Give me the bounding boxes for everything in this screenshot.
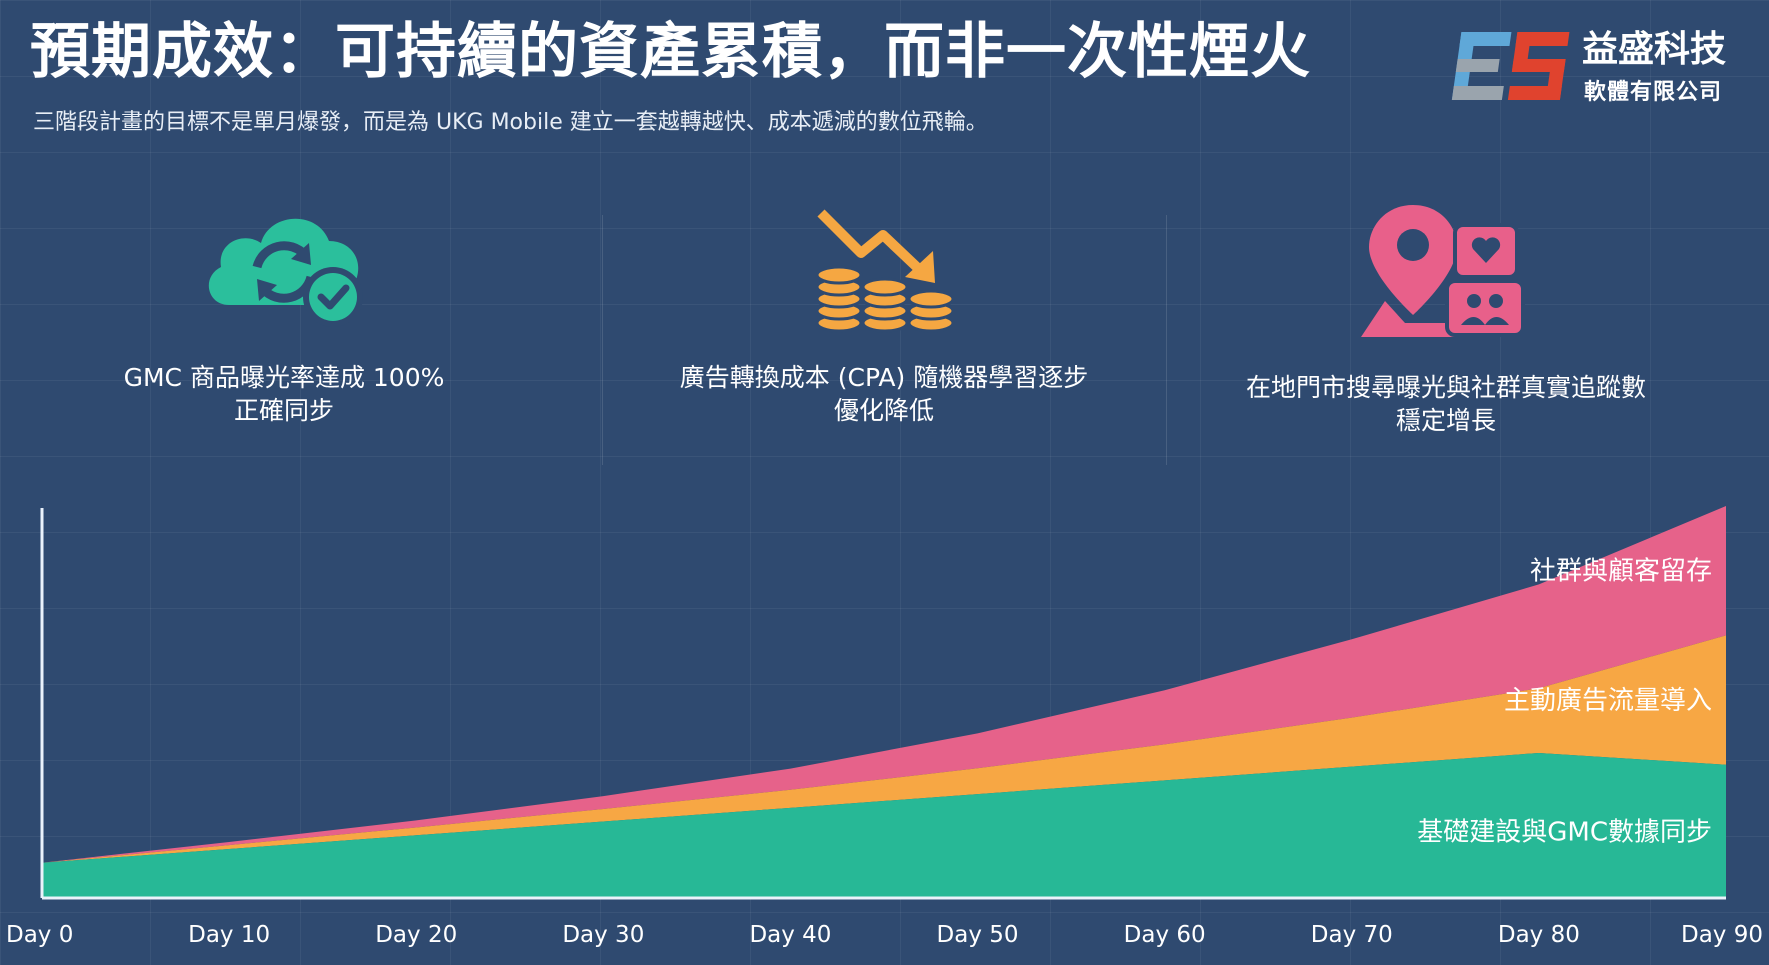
page-title: 預期成效：可持續的資產累積，而非一次性煙火 bbox=[30, 17, 1311, 87]
benefit-line-2: 優化降低 bbox=[833, 396, 934, 425]
x-tick-label: Day 90 bbox=[1681, 922, 1763, 948]
benefit-line-2: 穩定增長 bbox=[1395, 406, 1496, 435]
map-pin-social-icon bbox=[1361, 205, 1525, 337]
x-tick-label: Day 60 bbox=[1124, 922, 1206, 948]
benefit-cpa: 廣告轉換成本 (CPA) 隨機器學習逐步 優化降低 bbox=[604, 205, 1164, 465]
series-label: 基礎建設與GMC數據同步 bbox=[1417, 817, 1712, 847]
page-subtitle: 三階段計畫的目標不是單月爆發，而是為 UKG Mobile 建立一套越轉越快、成… bbox=[33, 110, 988, 135]
benefit-text: GMC 商品曝光率達成 100% 正確同步 bbox=[4, 361, 564, 427]
area-series bbox=[42, 506, 1726, 863]
benefit-line-1: GMC 商品曝光率達成 100% bbox=[123, 363, 445, 392]
logo-company-name: 益盛科技 bbox=[1582, 29, 1727, 70]
x-tick-label: Day 20 bbox=[375, 922, 457, 948]
series-label: 主動廣告流量導入 bbox=[1504, 686, 1712, 716]
es-logo-icon bbox=[1451, 32, 1570, 100]
benefit-line-1: 在地門市搜尋曝光與社群真實追蹤數 bbox=[1245, 373, 1646, 402]
x-tick-label: Day 40 bbox=[749, 922, 831, 948]
company-logo: 益盛科技 軟體有限公司 bbox=[1450, 28, 1760, 105]
cloud-sync-check-icon bbox=[208, 218, 363, 327]
benefit-divider bbox=[602, 215, 603, 465]
benefit-divider bbox=[1166, 215, 1167, 465]
x-tick-label: Day 0 bbox=[6, 922, 73, 948]
benefit-gmc-sync: GMC 商品曝光率達成 100% 正確同步 bbox=[4, 205, 564, 465]
benefit-line-1: 廣告轉換成本 (CPA) 隨機器學習逐步 bbox=[679, 363, 1089, 392]
benefit-line-2: 正確同步 bbox=[233, 396, 334, 425]
benefit-text: 在地門市搜尋曝光與社群真實追蹤數 穩定增長 bbox=[1166, 371, 1726, 437]
area-series bbox=[42, 752, 1726, 898]
x-tick-label: Day 50 bbox=[937, 922, 1019, 948]
x-tick-label: Day 70 bbox=[1311, 922, 1393, 948]
logo-company-subtitle: 軟體有限公司 bbox=[1584, 80, 1723, 105]
x-tick-label: Day 10 bbox=[188, 922, 270, 948]
series-label: 社群與顧客留存 bbox=[1530, 557, 1712, 587]
coins-down-arrow-icon bbox=[815, 209, 955, 333]
x-tick-label: Day 80 bbox=[1498, 922, 1580, 948]
x-tick-label: Day 30 bbox=[562, 922, 644, 948]
area-series bbox=[42, 635, 1726, 863]
benefit-text: 廣告轉換成本 (CPA) 隨機器學習逐步 優化降低 bbox=[604, 361, 1164, 427]
benefit-local-social: 在地門市搜尋曝光與社群真實追蹤數 穩定增長 bbox=[1166, 205, 1726, 465]
